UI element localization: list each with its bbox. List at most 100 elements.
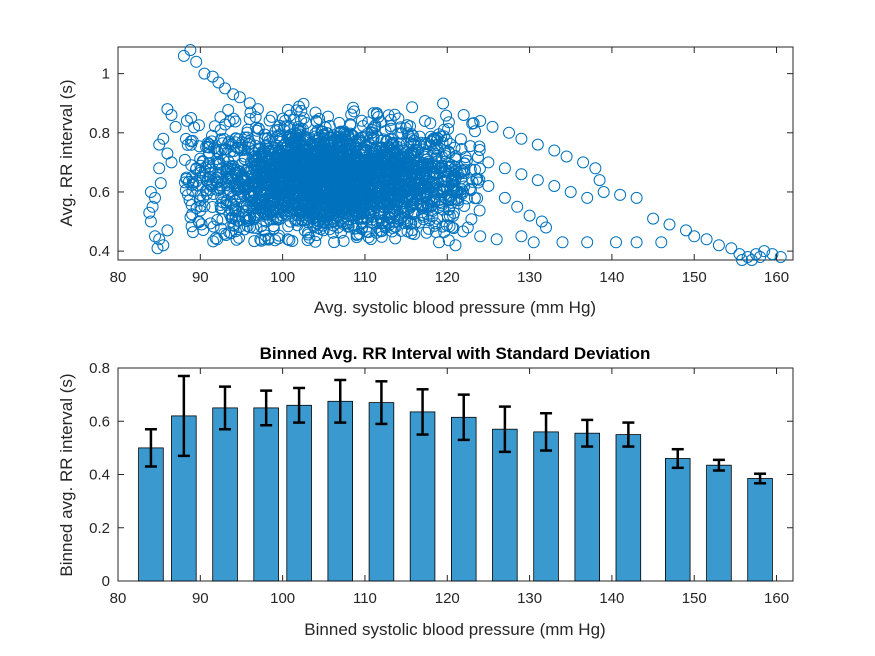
scatter-point [344, 145, 357, 158]
scatter-point [419, 115, 431, 127]
scatter-point [180, 114, 193, 127]
scatter-point [442, 203, 455, 216]
error-bar [416, 388, 429, 436]
error-bars [144, 374, 767, 485]
scatter-point [161, 224, 174, 237]
scatter-point [449, 161, 462, 174]
error-bar [581, 418, 594, 448]
bars [138, 400, 773, 582]
scatter-point [288, 113, 301, 126]
scatter-point [556, 236, 569, 249]
scatter-point [375, 225, 388, 238]
scatter-point [439, 147, 452, 160]
scatter-point [384, 198, 397, 211]
scatter-point [357, 120, 370, 132]
scatter-point [206, 129, 218, 142]
scatter-point [560, 150, 573, 163]
scatter-point [454, 133, 467, 146]
x-tick-label: 80 [110, 590, 127, 607]
scatter-point [581, 236, 594, 249]
scatter-point [180, 171, 193, 184]
scatter-point [243, 97, 256, 110]
scatter-point [328, 211, 341, 224]
x-tick-label: 110 [353, 269, 377, 286]
scatter-point [503, 126, 515, 139]
scatter-point [352, 162, 365, 175]
scatter-point [630, 191, 643, 204]
scatter-point [388, 216, 401, 228]
bar [615, 434, 642, 582]
scatter-point [464, 184, 477, 197]
scatter-point [264, 177, 277, 190]
scatter-point [241, 172, 254, 185]
error-bar [671, 447, 684, 470]
scatter-point [424, 117, 437, 130]
scatter-point [269, 234, 282, 247]
error-bar [260, 389, 273, 427]
scatter-point [404, 167, 417, 180]
scatter-point [306, 139, 319, 152]
scatter-point [361, 180, 374, 193]
scatter-point [465, 213, 478, 226]
scatter-point [457, 185, 469, 198]
scatter-point [754, 251, 767, 263]
scatter-point [360, 225, 373, 238]
scatter-point [377, 208, 390, 221]
scatter-point [157, 239, 170, 252]
scatter-point [384, 191, 397, 204]
scatter-point [308, 205, 321, 218]
scatter-point [283, 170, 296, 183]
scatter-point [222, 172, 235, 185]
scatter-point [200, 188, 213, 201]
scatter-plot: 80 90 100 110 120 130 140 150 160 0.4 0.6 0.8 1 Avg… [57, 44, 794, 317]
scatter-point [309, 179, 322, 192]
scatter-point [307, 198, 320, 211]
scatter-point [413, 130, 426, 143]
scatter-point [231, 173, 244, 186]
scatter-point [301, 149, 314, 162]
scatter-point [229, 212, 242, 225]
scatter-point [712, 239, 725, 252]
scatter-point [258, 177, 271, 190]
scatter-point [284, 215, 297, 228]
scatter-point [647, 212, 660, 225]
x-tick-label: 80 [110, 269, 127, 286]
scatter-point [149, 191, 161, 204]
scatter-point [343, 133, 356, 145]
scatter-point [471, 192, 484, 205]
scatter-point [214, 179, 227, 192]
scatter-point [273, 229, 286, 242]
scatter-point [663, 218, 676, 231]
scatter-point [498, 162, 511, 175]
scatter-point [442, 194, 455, 207]
scatter-point [293, 160, 306, 173]
scatter-point [455, 172, 468, 185]
scatter-point [474, 115, 487, 127]
scatter-point [374, 207, 387, 220]
scatter-point [214, 199, 227, 211]
scatter-point [184, 44, 197, 56]
y-tick-label: 0.6 [89, 184, 110, 201]
scatter-point [382, 164, 395, 177]
scatter-point [219, 118, 232, 131]
scatter-point [186, 208, 199, 221]
scatter-point [165, 156, 178, 169]
bar [253, 407, 279, 582]
scatter-point [313, 112, 326, 125]
scatter-point [245, 197, 258, 210]
scatter-point [308, 142, 321, 154]
bar [327, 400, 353, 582]
scatter-point [774, 251, 787, 263]
y-tick-label: 1 [102, 66, 110, 83]
scatter-point [393, 190, 406, 203]
scatter-point [144, 215, 157, 228]
scatter-point [405, 227, 418, 240]
scatter-point [192, 179, 205, 192]
scatter-point [324, 198, 337, 211]
scatter-point [250, 159, 263, 172]
scatter-point [282, 199, 295, 212]
scatter-point [233, 91, 246, 104]
scatter-point [186, 134, 199, 147]
scatter-point [294, 128, 307, 141]
scatter-point [307, 173, 319, 186]
